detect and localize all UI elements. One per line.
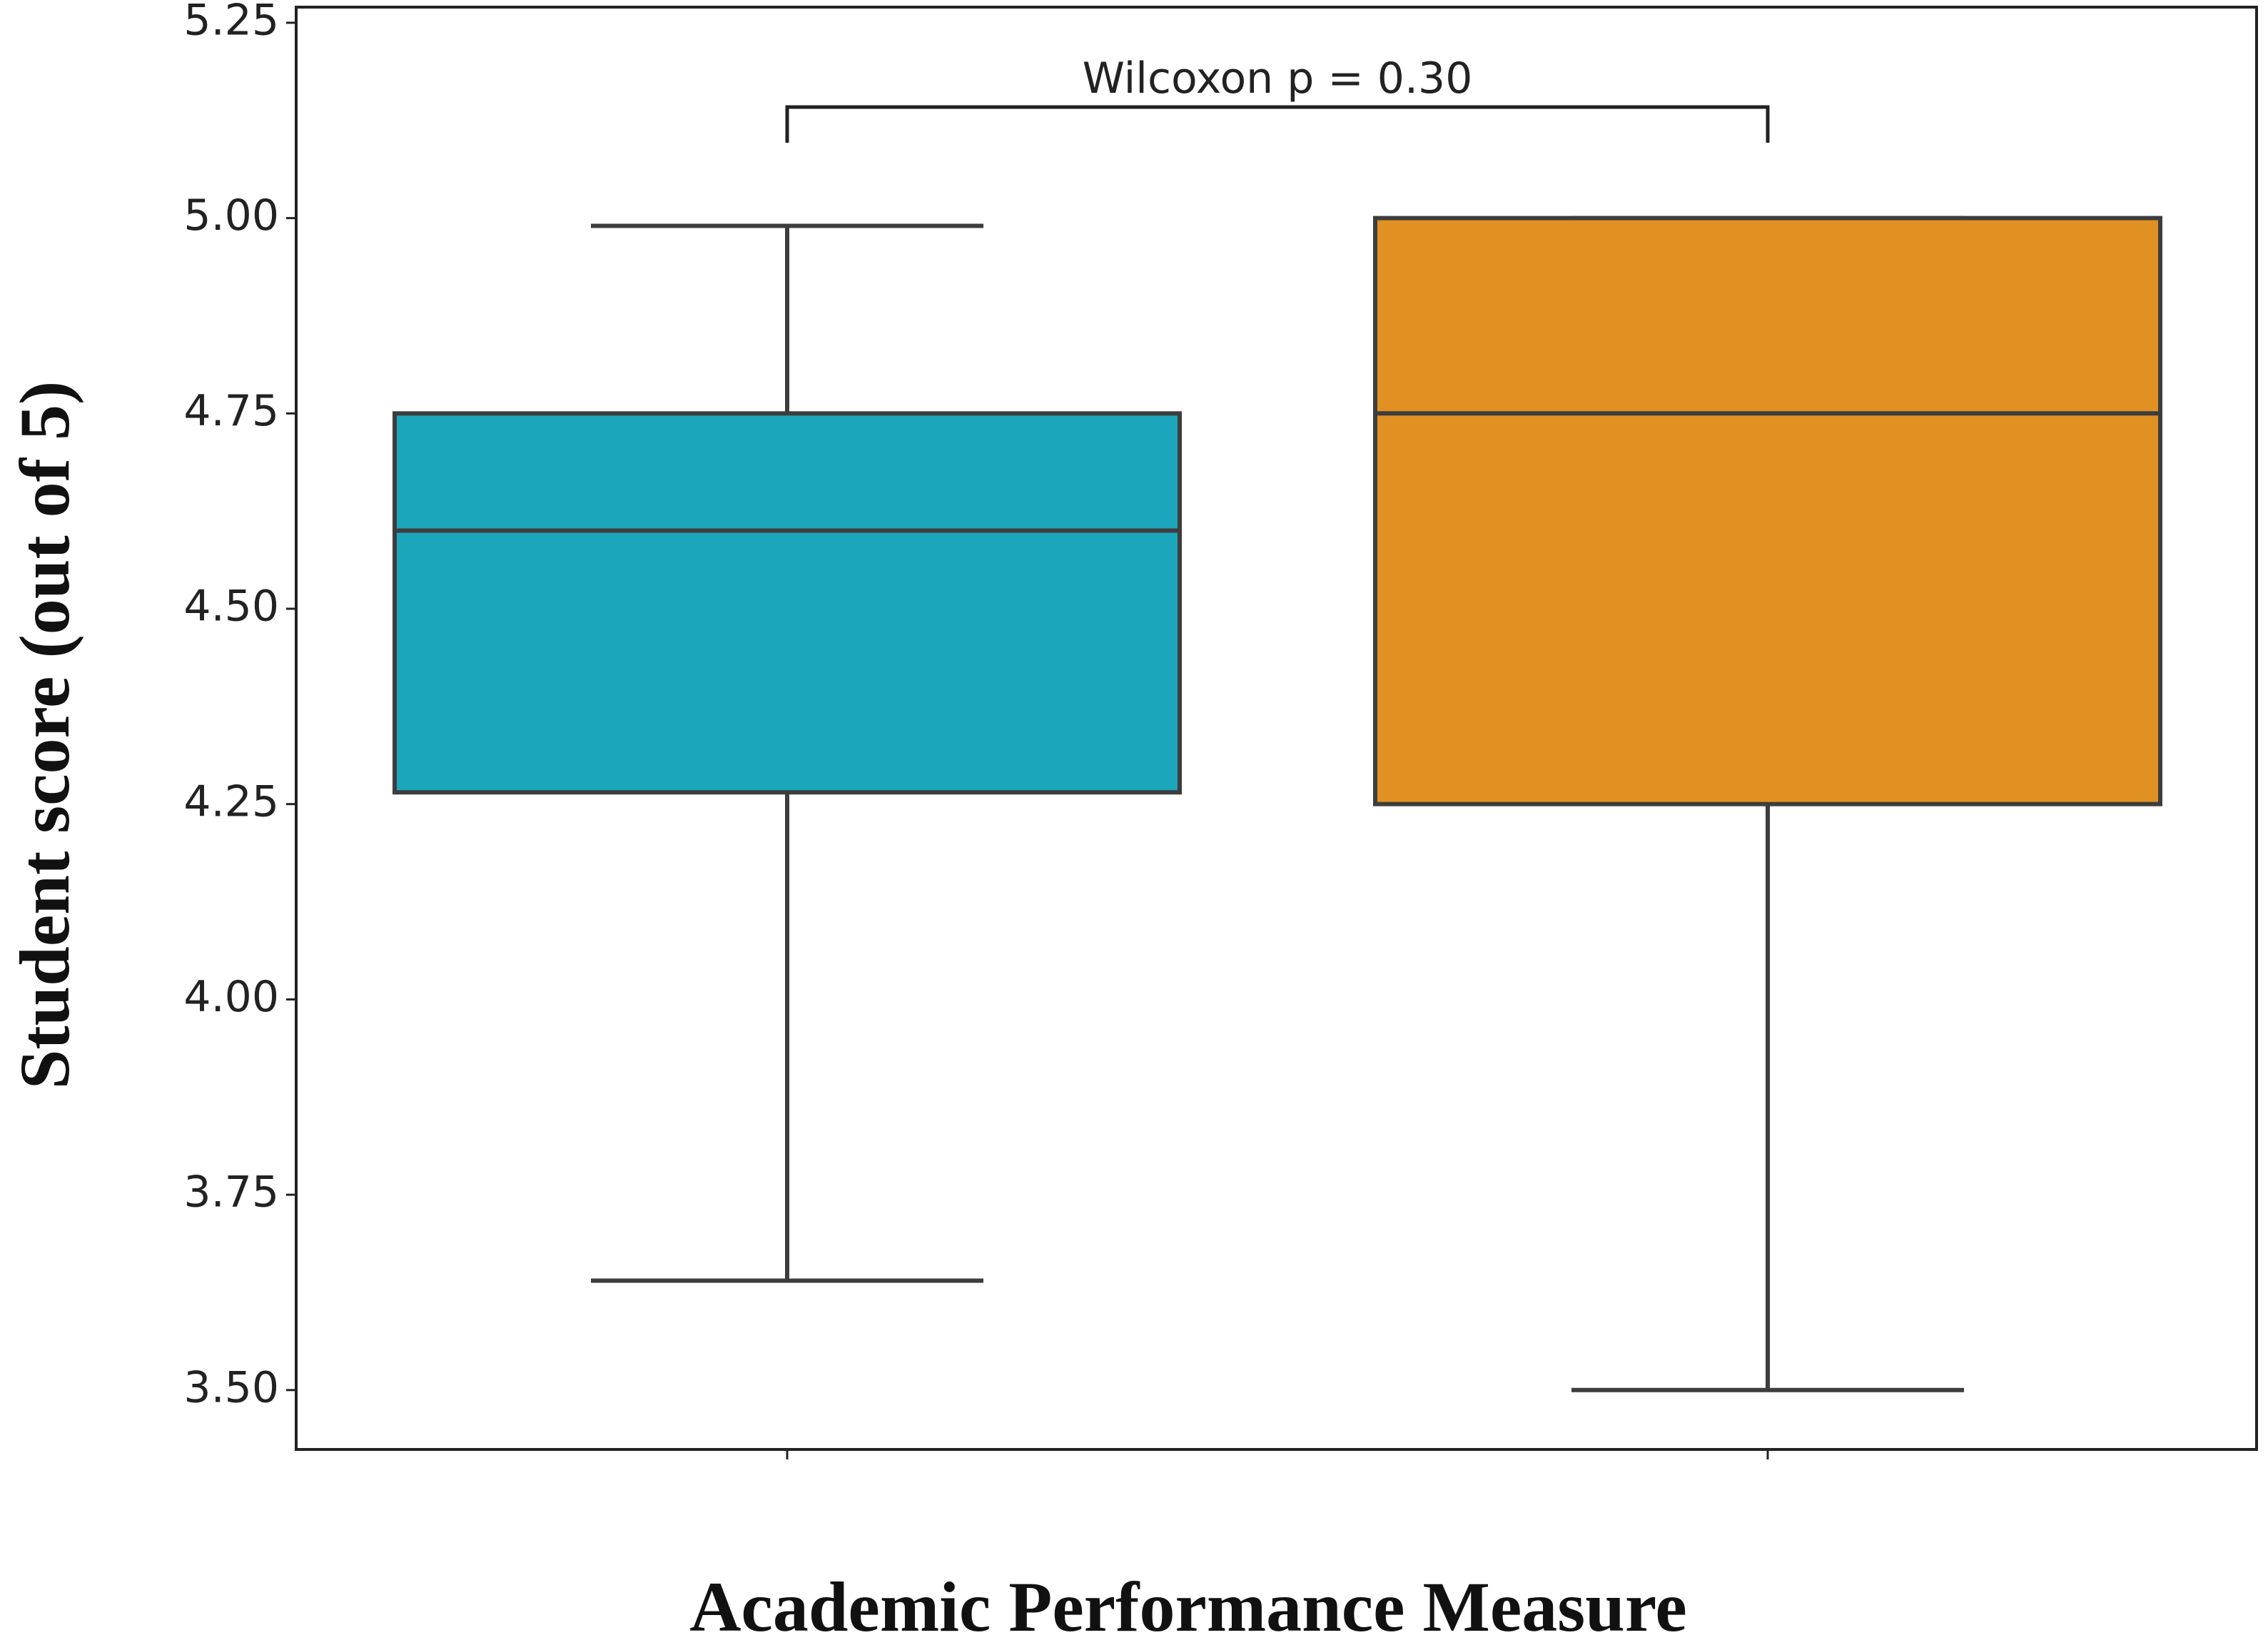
significance-bracket xyxy=(785,105,1770,143)
annotation: Wilcoxon p = 0.30 xyxy=(1083,54,1473,103)
y-tick-label: 4.75 xyxy=(183,386,279,436)
x-axis-title: Academic Performance Measure xyxy=(689,1567,1687,1640)
y-axis-title: Student score (out of 5) xyxy=(5,381,84,1090)
box xyxy=(393,411,1182,795)
y-tick-label: 5.00 xyxy=(183,191,279,241)
plot-frame xyxy=(295,6,2258,1451)
y-tick-label: 4.00 xyxy=(183,972,279,1022)
y-tick-label: 3.75 xyxy=(183,1168,279,1218)
y-tick-label: 4.25 xyxy=(183,776,279,826)
y-tick-label: 4.50 xyxy=(183,582,279,632)
box xyxy=(1373,216,2162,806)
y-tick-label: 5.25 xyxy=(183,0,279,45)
y-tick-label: 3.50 xyxy=(183,1362,279,1412)
